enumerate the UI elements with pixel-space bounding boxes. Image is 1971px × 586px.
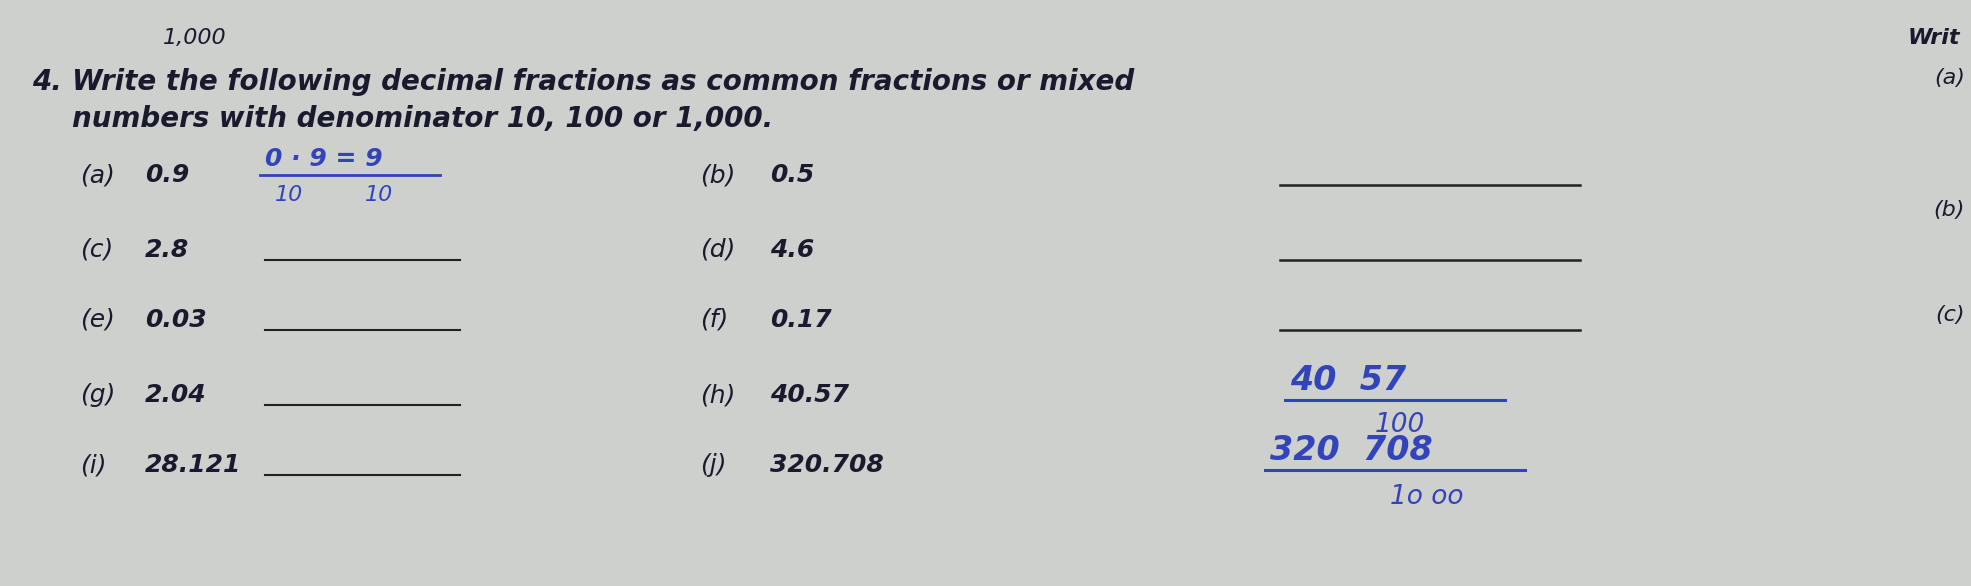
Text: Write the following decimal fractions as common fractions or mixed: Write the following decimal fractions as… — [73, 68, 1133, 96]
Text: (j): (j) — [700, 453, 727, 477]
Text: 10: 10 — [276, 185, 304, 205]
Text: 10: 10 — [365, 185, 394, 205]
Text: 320.708: 320.708 — [771, 453, 883, 477]
Text: 0.9: 0.9 — [146, 163, 189, 187]
Text: 1,000: 1,000 — [164, 28, 227, 48]
Text: (i): (i) — [81, 453, 106, 477]
Text: Writ: Writ — [1908, 28, 1959, 48]
Text: numbers with denominator 10, 100 or 1,000.: numbers with denominator 10, 100 or 1,00… — [73, 105, 773, 133]
Text: (e): (e) — [81, 308, 114, 332]
Text: 40.57: 40.57 — [771, 383, 850, 407]
Text: 100: 100 — [1376, 412, 1425, 438]
Text: (g): (g) — [81, 383, 116, 407]
Text: (b): (b) — [700, 163, 735, 187]
Text: 0.5: 0.5 — [771, 163, 814, 187]
Text: 2.8: 2.8 — [146, 238, 189, 262]
Text: 4.6: 4.6 — [771, 238, 814, 262]
Text: (f): (f) — [700, 308, 727, 332]
Text: (c): (c) — [81, 238, 112, 262]
Text: (b): (b) — [1934, 200, 1965, 220]
Text: 0 · 9 = 9: 0 · 9 = 9 — [264, 147, 382, 171]
Text: (c): (c) — [1936, 305, 1965, 325]
Text: 0.03: 0.03 — [146, 308, 207, 332]
Text: (h): (h) — [700, 383, 735, 407]
Text: 2.04: 2.04 — [146, 383, 207, 407]
Text: (d): (d) — [700, 238, 735, 262]
Text: 0.17: 0.17 — [771, 308, 832, 332]
Text: 320  708: 320 708 — [1269, 434, 1433, 466]
Text: (a): (a) — [81, 163, 114, 187]
Text: 1o oo: 1o oo — [1390, 484, 1464, 510]
Text: 28.121: 28.121 — [146, 453, 240, 477]
Text: 40  57: 40 57 — [1289, 363, 1405, 397]
Text: 4.: 4. — [32, 68, 61, 96]
Text: (a): (a) — [1934, 68, 1965, 88]
